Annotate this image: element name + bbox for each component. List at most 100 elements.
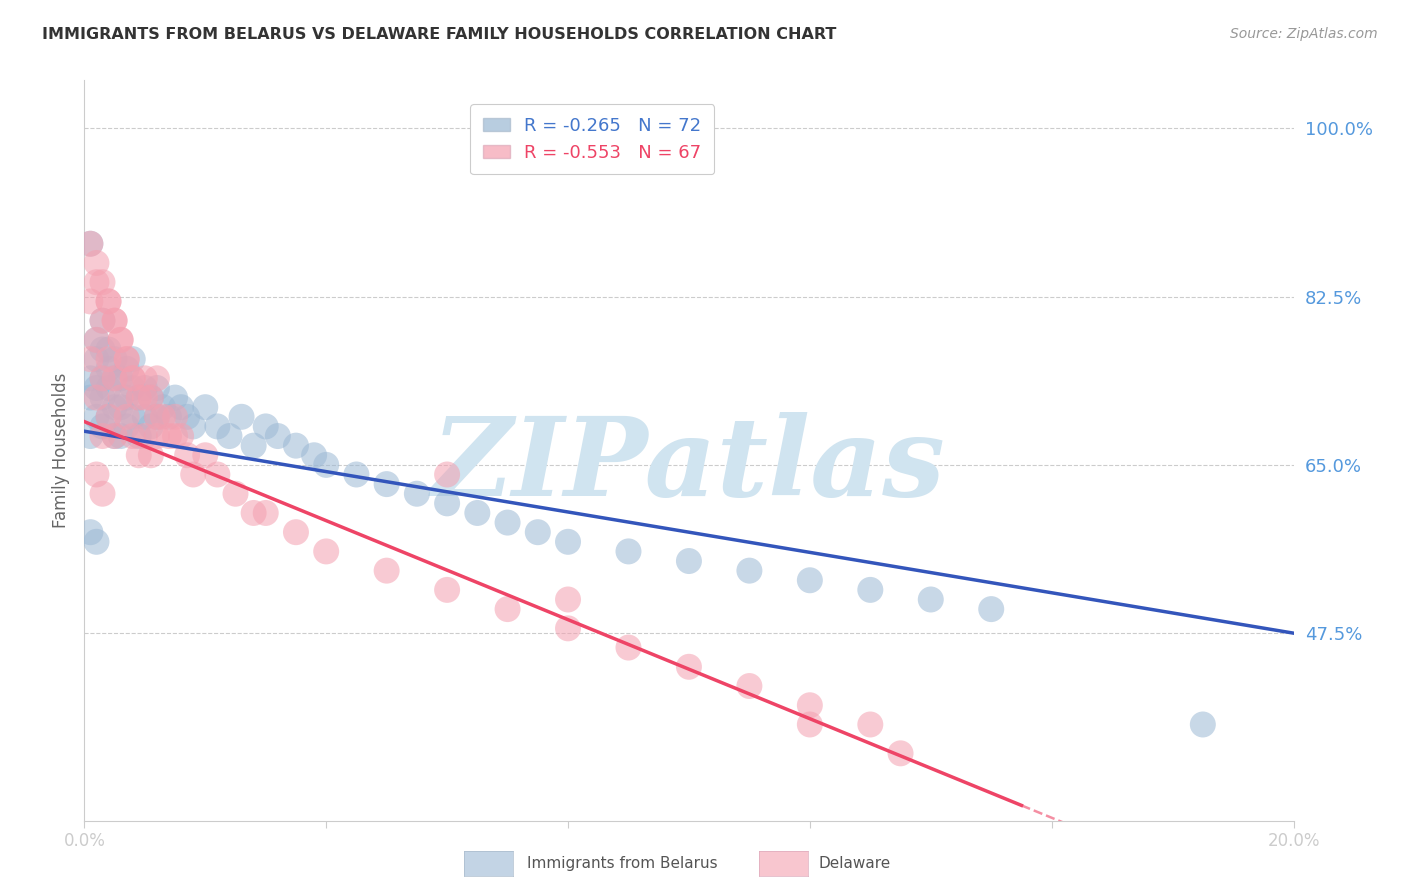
Text: Immigrants from Belarus: Immigrants from Belarus [527, 856, 718, 871]
Point [678, 554, 700, 568]
Point [375, 564, 398, 578]
Point [436, 582, 458, 597]
Point [86, 467, 108, 482]
Point [146, 409, 169, 424]
Point [134, 371, 156, 385]
Point [139, 448, 162, 462]
Point [104, 313, 127, 327]
Point [115, 352, 138, 367]
Point [86, 534, 108, 549]
Point [231, 409, 253, 424]
Point [346, 467, 368, 482]
Point [799, 698, 821, 713]
Point [91, 275, 114, 289]
Point [79, 294, 101, 309]
Point [110, 371, 132, 385]
Point [194, 400, 217, 414]
Point [91, 343, 114, 357]
Point [97, 361, 120, 376]
Point [86, 381, 108, 395]
Point [121, 352, 143, 367]
Point [79, 371, 101, 385]
Point [104, 429, 127, 443]
Point [467, 506, 489, 520]
Point [91, 313, 114, 327]
Point [79, 236, 101, 251]
Point [134, 429, 156, 443]
Point [146, 371, 169, 385]
Point [97, 409, 120, 424]
Point [194, 448, 217, 462]
Point [134, 409, 156, 424]
Point [738, 679, 761, 693]
Point [104, 371, 127, 385]
Point [176, 448, 198, 462]
Point [315, 458, 337, 472]
Point [86, 256, 108, 270]
Point [254, 419, 277, 434]
Point [91, 371, 114, 385]
Point [617, 640, 640, 655]
Point [157, 409, 180, 424]
Point [115, 361, 138, 376]
Point [91, 371, 114, 385]
Point [285, 439, 308, 453]
Point [121, 429, 143, 443]
Point [181, 419, 204, 434]
Point [496, 516, 519, 530]
Y-axis label: Family Households: Family Households [52, 373, 70, 528]
Point [207, 467, 229, 482]
Point [86, 391, 108, 405]
Point [315, 544, 337, 558]
Point [91, 487, 114, 501]
Point [139, 419, 162, 434]
Point [110, 429, 132, 443]
Point [1192, 717, 1215, 731]
Point [170, 400, 193, 414]
Point [859, 717, 882, 731]
Point [146, 429, 169, 443]
Point [79, 525, 101, 540]
Point [738, 564, 761, 578]
Point [97, 294, 120, 309]
Point [436, 496, 458, 510]
Point [128, 448, 150, 462]
Point [157, 429, 180, 443]
Point [79, 352, 101, 367]
Point [110, 333, 132, 347]
Point [121, 371, 143, 385]
Point [302, 448, 325, 462]
Point [121, 371, 143, 385]
Point [86, 409, 108, 424]
Point [617, 544, 640, 558]
Point [115, 409, 138, 424]
Point [115, 419, 138, 434]
Point [557, 621, 579, 635]
Point [86, 352, 108, 367]
Text: IMMIGRANTS FROM BELARUS VS DELAWARE FAMILY HOUSEHOLDS CORRELATION CHART: IMMIGRANTS FROM BELARUS VS DELAWARE FAMI… [42, 27, 837, 42]
Point [152, 400, 174, 414]
Point [890, 747, 912, 761]
Point [165, 391, 187, 405]
Point [79, 391, 101, 405]
Point [97, 381, 120, 395]
Point [104, 429, 127, 443]
Point [121, 381, 143, 395]
Text: Delaware: Delaware [818, 856, 890, 871]
Point [91, 429, 114, 443]
Point [176, 409, 198, 424]
Point [110, 391, 132, 405]
Point [97, 409, 120, 424]
Point [181, 467, 204, 482]
Point [121, 409, 143, 424]
Legend: R = -0.265   N = 72, R = -0.553   N = 67: R = -0.265 N = 72, R = -0.553 N = 67 [470, 104, 714, 175]
Point [139, 391, 162, 405]
Point [170, 429, 193, 443]
Point [225, 487, 247, 501]
Point [86, 333, 108, 347]
Point [128, 429, 150, 443]
Point [152, 409, 174, 424]
Point [799, 717, 821, 731]
Point [496, 602, 519, 616]
Point [97, 294, 120, 309]
